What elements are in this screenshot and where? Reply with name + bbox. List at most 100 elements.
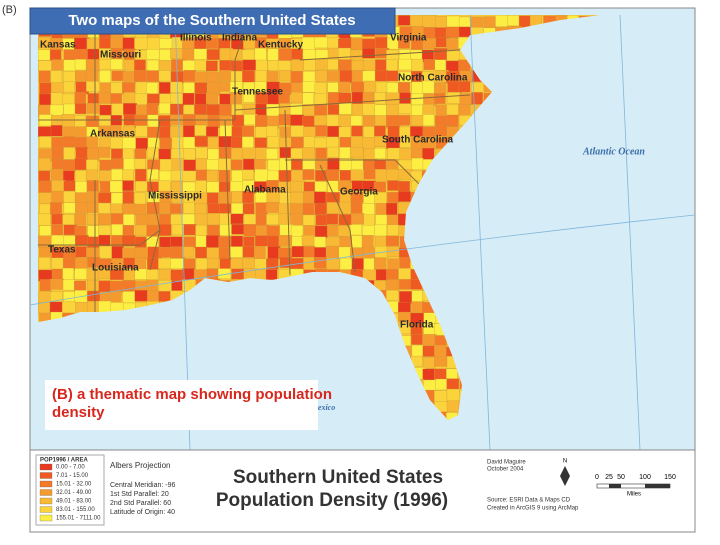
county: [290, 212, 303, 226]
county: [242, 258, 256, 269]
county: [278, 170, 293, 183]
county: [219, 70, 232, 81]
county: [98, 225, 111, 237]
county: [446, 378, 460, 391]
county: [327, 82, 340, 93]
county: [206, 126, 219, 137]
county: [195, 213, 208, 226]
state-label: Virginia: [390, 33, 427, 44]
county: [267, 159, 281, 172]
scale-tick-label: 0: [595, 474, 599, 481]
county: [62, 267, 74, 282]
county: [242, 59, 256, 71]
county: [351, 213, 365, 225]
county: [398, 37, 410, 49]
county: [170, 269, 184, 281]
county: [39, 225, 52, 237]
county: [446, 38, 460, 50]
county: [158, 247, 172, 258]
legend-label: 83.01 - 155.00: [56, 507, 95, 513]
county: [338, 102, 352, 115]
county: [423, 59, 436, 70]
state-label: Kentucky: [258, 40, 303, 51]
county: [170, 191, 183, 203]
county: [411, 104, 423, 117]
county: [422, 80, 435, 94]
county: [206, 38, 218, 49]
county: [218, 169, 231, 183]
county: [255, 225, 269, 237]
county: [51, 257, 66, 270]
county: [195, 224, 207, 237]
county: [433, 48, 448, 61]
county: [255, 59, 268, 72]
county: [98, 192, 112, 204]
county: [51, 213, 64, 225]
county: [133, 69, 147, 82]
legend: 0.00 - 7.00 7.01 - 15.00 15.01 - 32.00 32.0…: [39, 463, 101, 522]
county: [302, 214, 315, 226]
county: [122, 148, 135, 160]
county: [61, 301, 76, 314]
county: [434, 368, 448, 380]
county: [74, 103, 87, 115]
county: [398, 191, 412, 202]
county: [193, 48, 207, 60]
legend-swatch: [39, 497, 53, 505]
county: [87, 214, 99, 226]
scale-bar-fill: [609, 484, 621, 488]
county: [146, 202, 161, 215]
county: [219, 213, 232, 227]
county: [158, 223, 172, 236]
scale-bar: 0 25 50 100 150 Miles: [595, 474, 676, 498]
county: [362, 115, 375, 128]
county: [74, 213, 87, 226]
county: [231, 135, 244, 149]
county: [266, 103, 280, 117]
county: [134, 37, 148, 50]
county: [183, 70, 196, 82]
state-label: North Carolina: [398, 73, 468, 84]
county: [314, 225, 328, 239]
title: Two maps of the Southern United States: [68, 12, 355, 29]
water-label: Atlantic Ocean: [582, 146, 645, 157]
county: [111, 158, 124, 169]
county: [338, 81, 351, 93]
county: [446, 104, 459, 116]
county: [133, 158, 146, 171]
county: [87, 202, 100, 214]
county: [63, 49, 76, 61]
county: [242, 203, 255, 216]
credit-line: Created in ArcGIS 9 using ArcMap: [487, 506, 579, 512]
county: [350, 136, 364, 149]
county: [98, 146, 111, 158]
legend-label: 32.01 - 49.00: [56, 490, 92, 496]
county: [85, 69, 99, 83]
county: [314, 70, 328, 82]
county: [146, 103, 159, 117]
county: [266, 148, 278, 160]
county: [231, 170, 245, 184]
county: [302, 92, 315, 106]
credit-line: David Maguire: [487, 460, 526, 466]
county: [230, 246, 244, 258]
county: [206, 192, 219, 206]
legend-swatch: [39, 514, 53, 522]
scale-unit: Miles: [627, 492, 641, 498]
county: [135, 181, 149, 192]
county: [255, 114, 268, 128]
projection-line: Albers Projection: [110, 461, 170, 470]
county: [38, 60, 52, 72]
county: [62, 214, 77, 226]
graticule: [29, 14, 696, 451]
county: [195, 246, 208, 259]
county: [446, 49, 461, 61]
county: [50, 168, 64, 181]
county: [326, 70, 340, 82]
county: [339, 158, 354, 171]
county: [301, 235, 315, 246]
county: [446, 388, 460, 402]
county: [362, 38, 376, 49]
county: [351, 81, 366, 93]
county: [61, 114, 76, 128]
